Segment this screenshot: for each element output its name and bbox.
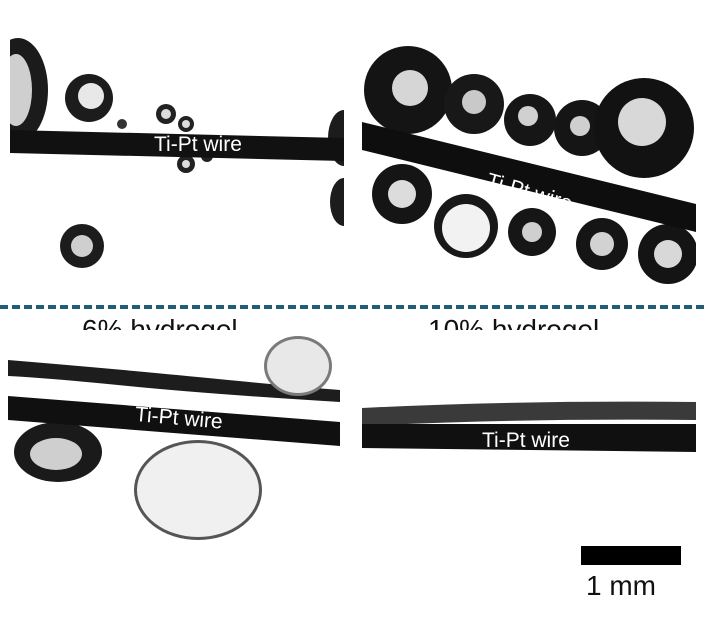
micrograph-6pct-drawing — [8, 336, 340, 540]
ti-pt-wire — [362, 122, 696, 232]
ti-pt-wire — [8, 396, 340, 446]
hydrogel-layer — [362, 401, 696, 426]
bubble — [137, 443, 259, 537]
ti-pt-wire — [362, 424, 696, 452]
scale-bar — [581, 546, 681, 565]
wire-label-na2so4: Ti-Pt wire — [154, 133, 242, 156]
scale-bar-label: 1 mm — [586, 570, 656, 601]
hydrogel-layer — [8, 360, 340, 402]
micrograph-3pct-drawing — [362, 46, 696, 284]
micrograph-6pct-hydrogel: Ti-Pt wire — [8, 330, 340, 546]
bubble — [117, 119, 127, 129]
bubble — [71, 235, 93, 257]
micrograph-10pct-drawing — [362, 401, 696, 452]
bubble — [10, 54, 32, 126]
micrograph-na2so4: Ti-Pt wire — [10, 18, 344, 296]
bubble — [267, 339, 329, 393]
micrograph-3pct-hydrogel: Ti-Pt wire — [362, 18, 696, 300]
ti-pt-wire — [10, 130, 344, 161]
bubble — [330, 178, 344, 226]
micrograph-10pct-hydrogel: Ti-Pt wire — [362, 330, 696, 480]
panel-divider — [0, 305, 704, 309]
wire-label-10pct: Ti-Pt wire — [482, 429, 570, 452]
bubble — [30, 438, 82, 470]
bubble — [78, 83, 104, 109]
micrograph-na2so4-drawing — [10, 38, 344, 268]
